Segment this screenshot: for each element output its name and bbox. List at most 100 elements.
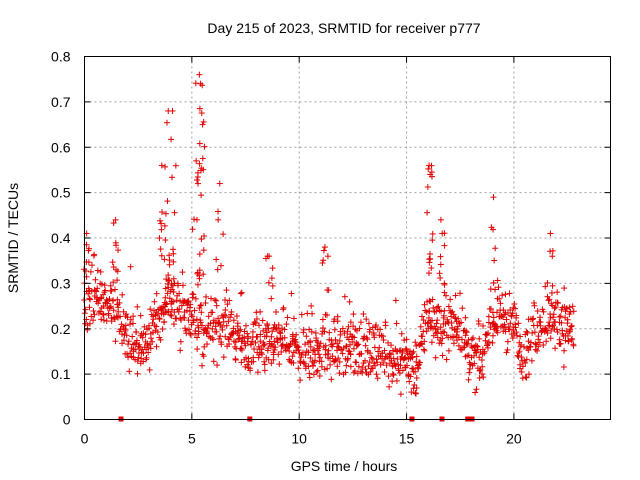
- data-point: [196, 275, 203, 282]
- data-point: [159, 209, 166, 216]
- data-point: [176, 290, 183, 297]
- data-point: [210, 336, 217, 343]
- data-point: [318, 358, 325, 365]
- data-point: [297, 359, 304, 366]
- data-point: [82, 306, 89, 313]
- data-point: [337, 331, 344, 338]
- data-point: [293, 331, 300, 338]
- data-point: [346, 348, 353, 355]
- data-point: [362, 366, 369, 373]
- data-point: [346, 298, 353, 305]
- data-point: [568, 322, 575, 329]
- data-point: [114, 296, 121, 303]
- data-point: [367, 350, 374, 357]
- data-point: [432, 354, 439, 361]
- data-point: [451, 314, 458, 321]
- data-point: [306, 374, 313, 381]
- data-point: [396, 369, 403, 376]
- data-point: [509, 335, 516, 342]
- data-point: [377, 326, 384, 333]
- data-point: [349, 338, 356, 345]
- data-point: [85, 290, 92, 297]
- data-point: [494, 277, 501, 284]
- data-point: [373, 356, 380, 363]
- data-point: [167, 311, 174, 318]
- data-point: [156, 316, 163, 323]
- data-point: [403, 346, 410, 353]
- data-point: [366, 328, 373, 335]
- data-point: [228, 308, 235, 315]
- data-point: [409, 354, 416, 361]
- data-point: [226, 297, 233, 304]
- data-point: [114, 277, 121, 284]
- data-point: [536, 339, 543, 346]
- data-point: [535, 343, 542, 350]
- data-point: [523, 328, 530, 335]
- data-point: [556, 313, 563, 320]
- data-point: [496, 295, 503, 302]
- data-point: [407, 373, 414, 380]
- data-point: [568, 323, 575, 330]
- data-point: [273, 308, 280, 315]
- data-point: [119, 291, 126, 298]
- data-point: [158, 304, 165, 311]
- data-point: [429, 296, 436, 303]
- data-point: [334, 363, 341, 370]
- data-point: [366, 359, 373, 366]
- data-point: [349, 333, 356, 340]
- data-point: [193, 316, 200, 323]
- data-point: [421, 301, 428, 308]
- data-point: [313, 368, 320, 375]
- data-point: [100, 291, 107, 298]
- data-point: [466, 369, 473, 376]
- y-tick-label: 0: [63, 412, 71, 428]
- data-point: [488, 224, 495, 231]
- data-point: [535, 333, 542, 340]
- data-point: [170, 298, 177, 305]
- data-point: [209, 325, 216, 332]
- data-point: [532, 346, 539, 353]
- data-point: [88, 262, 95, 269]
- data-point: [485, 319, 492, 326]
- data-point: [194, 270, 201, 277]
- data-point: [450, 333, 457, 340]
- data-point: [531, 329, 538, 336]
- data-point: [441, 329, 448, 336]
- x-tick-label: 0: [81, 431, 89, 447]
- data-point: [458, 319, 465, 326]
- data-point: [350, 323, 357, 330]
- data-point: [292, 339, 299, 346]
- data-point: [233, 313, 240, 320]
- data-point: [120, 337, 127, 344]
- y-axis-ticks: 0 0.1 0.2 0.3 0.4 0.5 0.6 0.7 0.8: [51, 49, 611, 428]
- y-tick-label: 0.4: [51, 230, 71, 246]
- data-point: [519, 375, 526, 382]
- data-point: [170, 289, 177, 296]
- data-point: [342, 369, 349, 376]
- data-point: [86, 320, 93, 327]
- data-point: [554, 289, 561, 296]
- data-point: [151, 298, 158, 305]
- data-point: [185, 298, 192, 305]
- data-point: [307, 343, 314, 350]
- data-point: [191, 307, 198, 314]
- data-point: [543, 338, 550, 345]
- data-point: [158, 226, 165, 233]
- data-point: [518, 368, 525, 375]
- data-point: [271, 346, 278, 353]
- data-point: [455, 334, 462, 341]
- data-point: [329, 340, 336, 347]
- data-point: [100, 311, 107, 318]
- data-point: [507, 306, 514, 313]
- data-point: [381, 347, 388, 354]
- data-point: [199, 322, 206, 329]
- data-point: [425, 314, 432, 321]
- data-point: [331, 326, 338, 333]
- data-point: [161, 319, 168, 326]
- data-point: [529, 316, 536, 323]
- data-point: [509, 310, 516, 317]
- data-point: [185, 326, 192, 333]
- data-point: [107, 303, 114, 310]
- data-point: [90, 307, 97, 314]
- data-point: [281, 334, 288, 341]
